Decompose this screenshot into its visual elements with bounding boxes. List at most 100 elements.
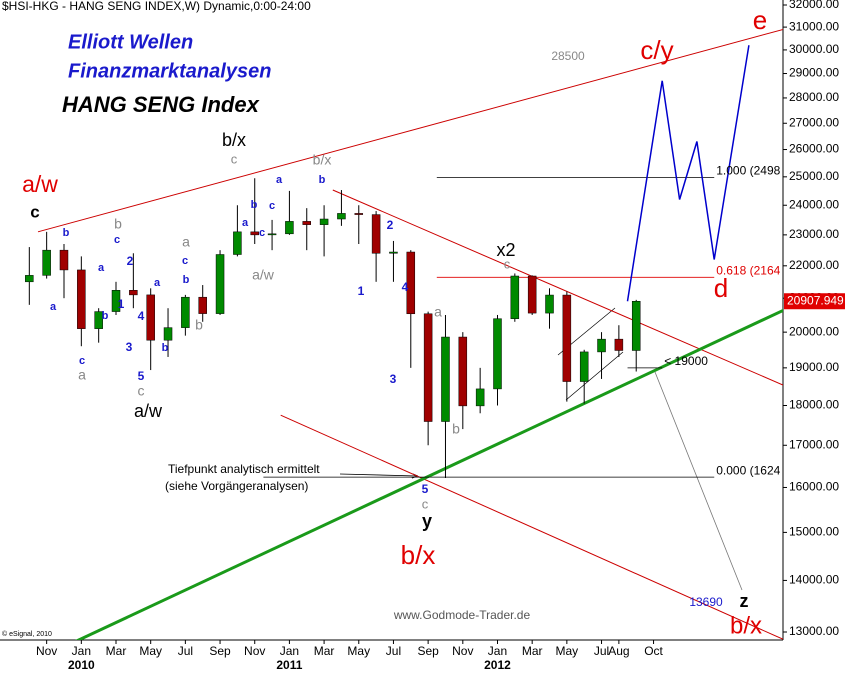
x-tick-label: Mar	[106, 644, 127, 658]
annotation: b/x	[222, 130, 246, 150]
x-tick-label: May	[347, 644, 370, 658]
candle-body	[631, 300, 641, 351]
candle-body	[77, 269, 86, 329]
level-label: 0.618 (2164	[716, 263, 780, 277]
annotation: HANG SENG Index	[62, 92, 260, 117]
candle-body	[215, 254, 225, 314]
annotation: b	[102, 310, 109, 322]
trend-line	[280, 414, 783, 640]
y-tick-label: 17000.00	[789, 437, 839, 451]
candle-body	[354, 213, 364, 215]
y-tick-label: 29000.00	[789, 66, 839, 80]
projection-line	[626, 45, 750, 302]
annotation: x2	[496, 240, 515, 260]
annotation: 5	[422, 482, 429, 496]
candle-body	[129, 290, 138, 296]
y-tick-label: 19000.00	[789, 360, 839, 374]
last-price-label: 20907.949	[787, 293, 844, 307]
annotation: b/x	[401, 540, 436, 570]
y-tick-label: 32000.00	[789, 0, 839, 11]
candle-body	[302, 221, 311, 225]
x-tick-label: Jan	[280, 644, 299, 658]
annotation: www.Godmode-Trader.de	[393, 608, 531, 622]
candle-body	[233, 231, 242, 255]
y-tick-label: 30000.00	[789, 42, 839, 56]
annotation: 5	[138, 369, 145, 383]
candle-body	[250, 231, 259, 236]
annotation: 28500	[551, 49, 585, 63]
annotation: c	[182, 255, 188, 267]
annotation: Finanzmarktanalysen	[68, 60, 271, 82]
y-tick-label: 15000.00	[789, 525, 839, 539]
annotation: e	[753, 5, 767, 35]
annotation: b/x	[313, 152, 332, 168]
candle-body	[319, 218, 329, 225]
y-tick-label: 31000.00	[789, 19, 839, 33]
candle-body	[181, 296, 190, 328]
y-tick-label: 28000.00	[789, 90, 839, 104]
x-tick-label: Nov	[36, 644, 57, 658]
annotation: a	[242, 217, 249, 229]
annotation: Tiefpunkt analytisch ermittelt	[168, 462, 320, 476]
annotation: a/w	[134, 401, 163, 421]
annotation: a	[182, 234, 190, 250]
annotation: 4	[402, 280, 409, 294]
annotation: y	[422, 511, 432, 531]
candle-body	[493, 318, 502, 390]
level-label: 0.000 (1624	[716, 463, 780, 477]
annotation: a	[78, 367, 86, 383]
plot-area	[25, 28, 783, 640]
last-price-box	[784, 293, 845, 310]
candle-body	[163, 327, 173, 341]
trend-line	[75, 308, 783, 640]
annotation: a	[50, 301, 57, 313]
annotation: c	[231, 151, 238, 166]
annotation: a	[154, 277, 161, 289]
x-tick-label: Aug	[608, 644, 629, 658]
y-tick-label: 14000.00	[789, 573, 839, 587]
candle-body	[25, 275, 34, 283]
y-tick-label: 22000.00	[789, 258, 839, 272]
annotation: 1	[358, 284, 365, 298]
annotation: b	[114, 216, 122, 232]
level-label: 1.000 (2498	[716, 164, 780, 178]
candle-body	[59, 249, 69, 271]
candle-body	[285, 221, 294, 235]
candle-body	[198, 296, 207, 314]
candle-body	[614, 338, 624, 351]
chart-title: $HSI-HKG - HANG SENG INDEX,W) Dynamic,0:…	[2, 0, 311, 13]
pointer-arrow	[339, 474, 418, 476]
annotation: d	[714, 273, 728, 303]
annotation: b	[162, 342, 169, 354]
annotation: 4	[138, 309, 145, 323]
annotation: z	[740, 591, 749, 611]
candle-body	[458, 336, 468, 407]
pointer-line	[654, 371, 743, 591]
annotation: © eSignal, 2010	[2, 630, 52, 638]
x-tick-label: May	[139, 644, 162, 658]
x-tick-label: May	[556, 644, 579, 658]
y-tick-label: 25000.00	[789, 169, 839, 183]
y-tick-label: 26000.00	[789, 142, 839, 156]
annotation: a	[98, 262, 105, 274]
annotation: a/w	[22, 171, 58, 197]
x-tick-label: Mar	[314, 644, 335, 658]
candle-body	[423, 313, 433, 422]
annotation: b/x	[730, 612, 762, 639]
annotation: c	[138, 383, 145, 399]
candle-body	[406, 251, 416, 315]
candle-body	[579, 351, 589, 382]
annotation: c	[422, 496, 429, 511]
annotation: 13690	[689, 595, 723, 609]
annotation: 3	[390, 372, 397, 386]
candle-body	[510, 275, 520, 319]
candle-body	[475, 388, 485, 407]
annotation: c	[269, 200, 275, 212]
candle-body	[441, 336, 450, 422]
x-tick-label: Jul	[386, 644, 401, 658]
x-tick-label: Jul	[594, 644, 609, 658]
annotation: b	[452, 421, 460, 437]
candle-body	[111, 290, 121, 312]
candle-body	[371, 214, 381, 254]
